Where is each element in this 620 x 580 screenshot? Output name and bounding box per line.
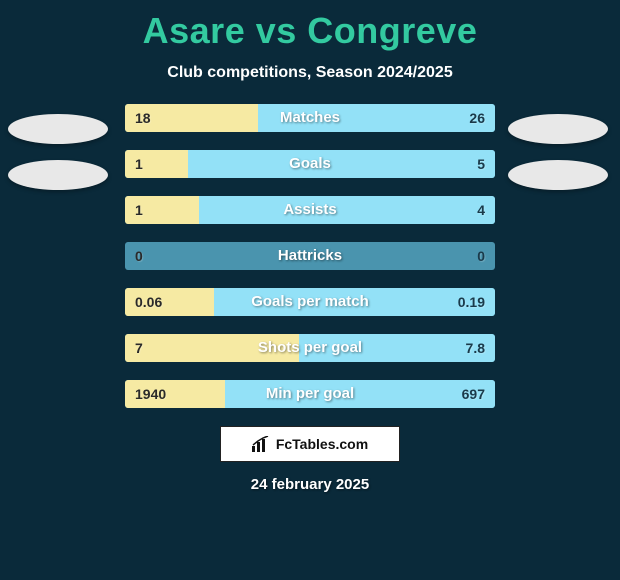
stat-row: 1826Matches xyxy=(125,104,495,132)
player2-name: Congreve xyxy=(307,10,477,51)
stat-value-left: 1 xyxy=(125,150,153,178)
player2-flag-icon xyxy=(508,160,608,190)
stat-value-right: 7.8 xyxy=(456,334,495,362)
stat-value-left: 18 xyxy=(125,104,161,132)
brand-box: FcTables.com xyxy=(220,426,400,462)
stat-value-right: 0.19 xyxy=(448,288,495,316)
stat-row: 1940697Min per goal xyxy=(125,380,495,408)
generated-date: 24 february 2025 xyxy=(0,476,620,493)
stat-value-right: 5 xyxy=(467,150,495,178)
stat-value-right: 4 xyxy=(467,196,495,224)
stat-label: Hattricks xyxy=(125,242,495,270)
player2-badge-icon xyxy=(508,114,608,144)
stat-value-right: 697 xyxy=(452,380,495,408)
subtitle: Club competitions, Season 2024/2025 xyxy=(0,64,620,82)
player1-badge-icon xyxy=(8,114,108,144)
brand-text: FcTables.com xyxy=(276,436,368,452)
stat-value-left: 1 xyxy=(125,196,153,224)
vs-separator: vs xyxy=(256,10,297,51)
stat-fill-right xyxy=(199,196,495,224)
comparison-stage: 1826Matches15Goals14Assists00Hattricks0.… xyxy=(0,104,620,408)
stat-value-left: 7 xyxy=(125,334,153,362)
stat-row: 0 0Hattricks xyxy=(125,242,495,270)
stat-value-right: 26 xyxy=(459,104,495,132)
stat-row: 14Assists xyxy=(125,196,495,224)
stat-value-left: 0 xyxy=(125,242,153,270)
stat-row: 15Goals xyxy=(125,150,495,178)
stat-value-right: 0 xyxy=(467,242,495,270)
brand-chart-icon xyxy=(252,436,270,452)
stat-rows: 1826Matches15Goals14Assists00Hattricks0.… xyxy=(125,104,495,408)
stat-fill-right xyxy=(188,150,495,178)
stat-value-left: 1940 xyxy=(125,380,176,408)
stat-row: 0.060.19Goals per match xyxy=(125,288,495,316)
player1-name: Asare xyxy=(143,10,246,51)
stat-row: 77.8Shots per goal xyxy=(125,334,495,362)
stat-value-left: 0.06 xyxy=(125,288,172,316)
player1-flag-icon xyxy=(8,160,108,190)
comparison-title: Asare vs Congreve xyxy=(0,0,620,52)
